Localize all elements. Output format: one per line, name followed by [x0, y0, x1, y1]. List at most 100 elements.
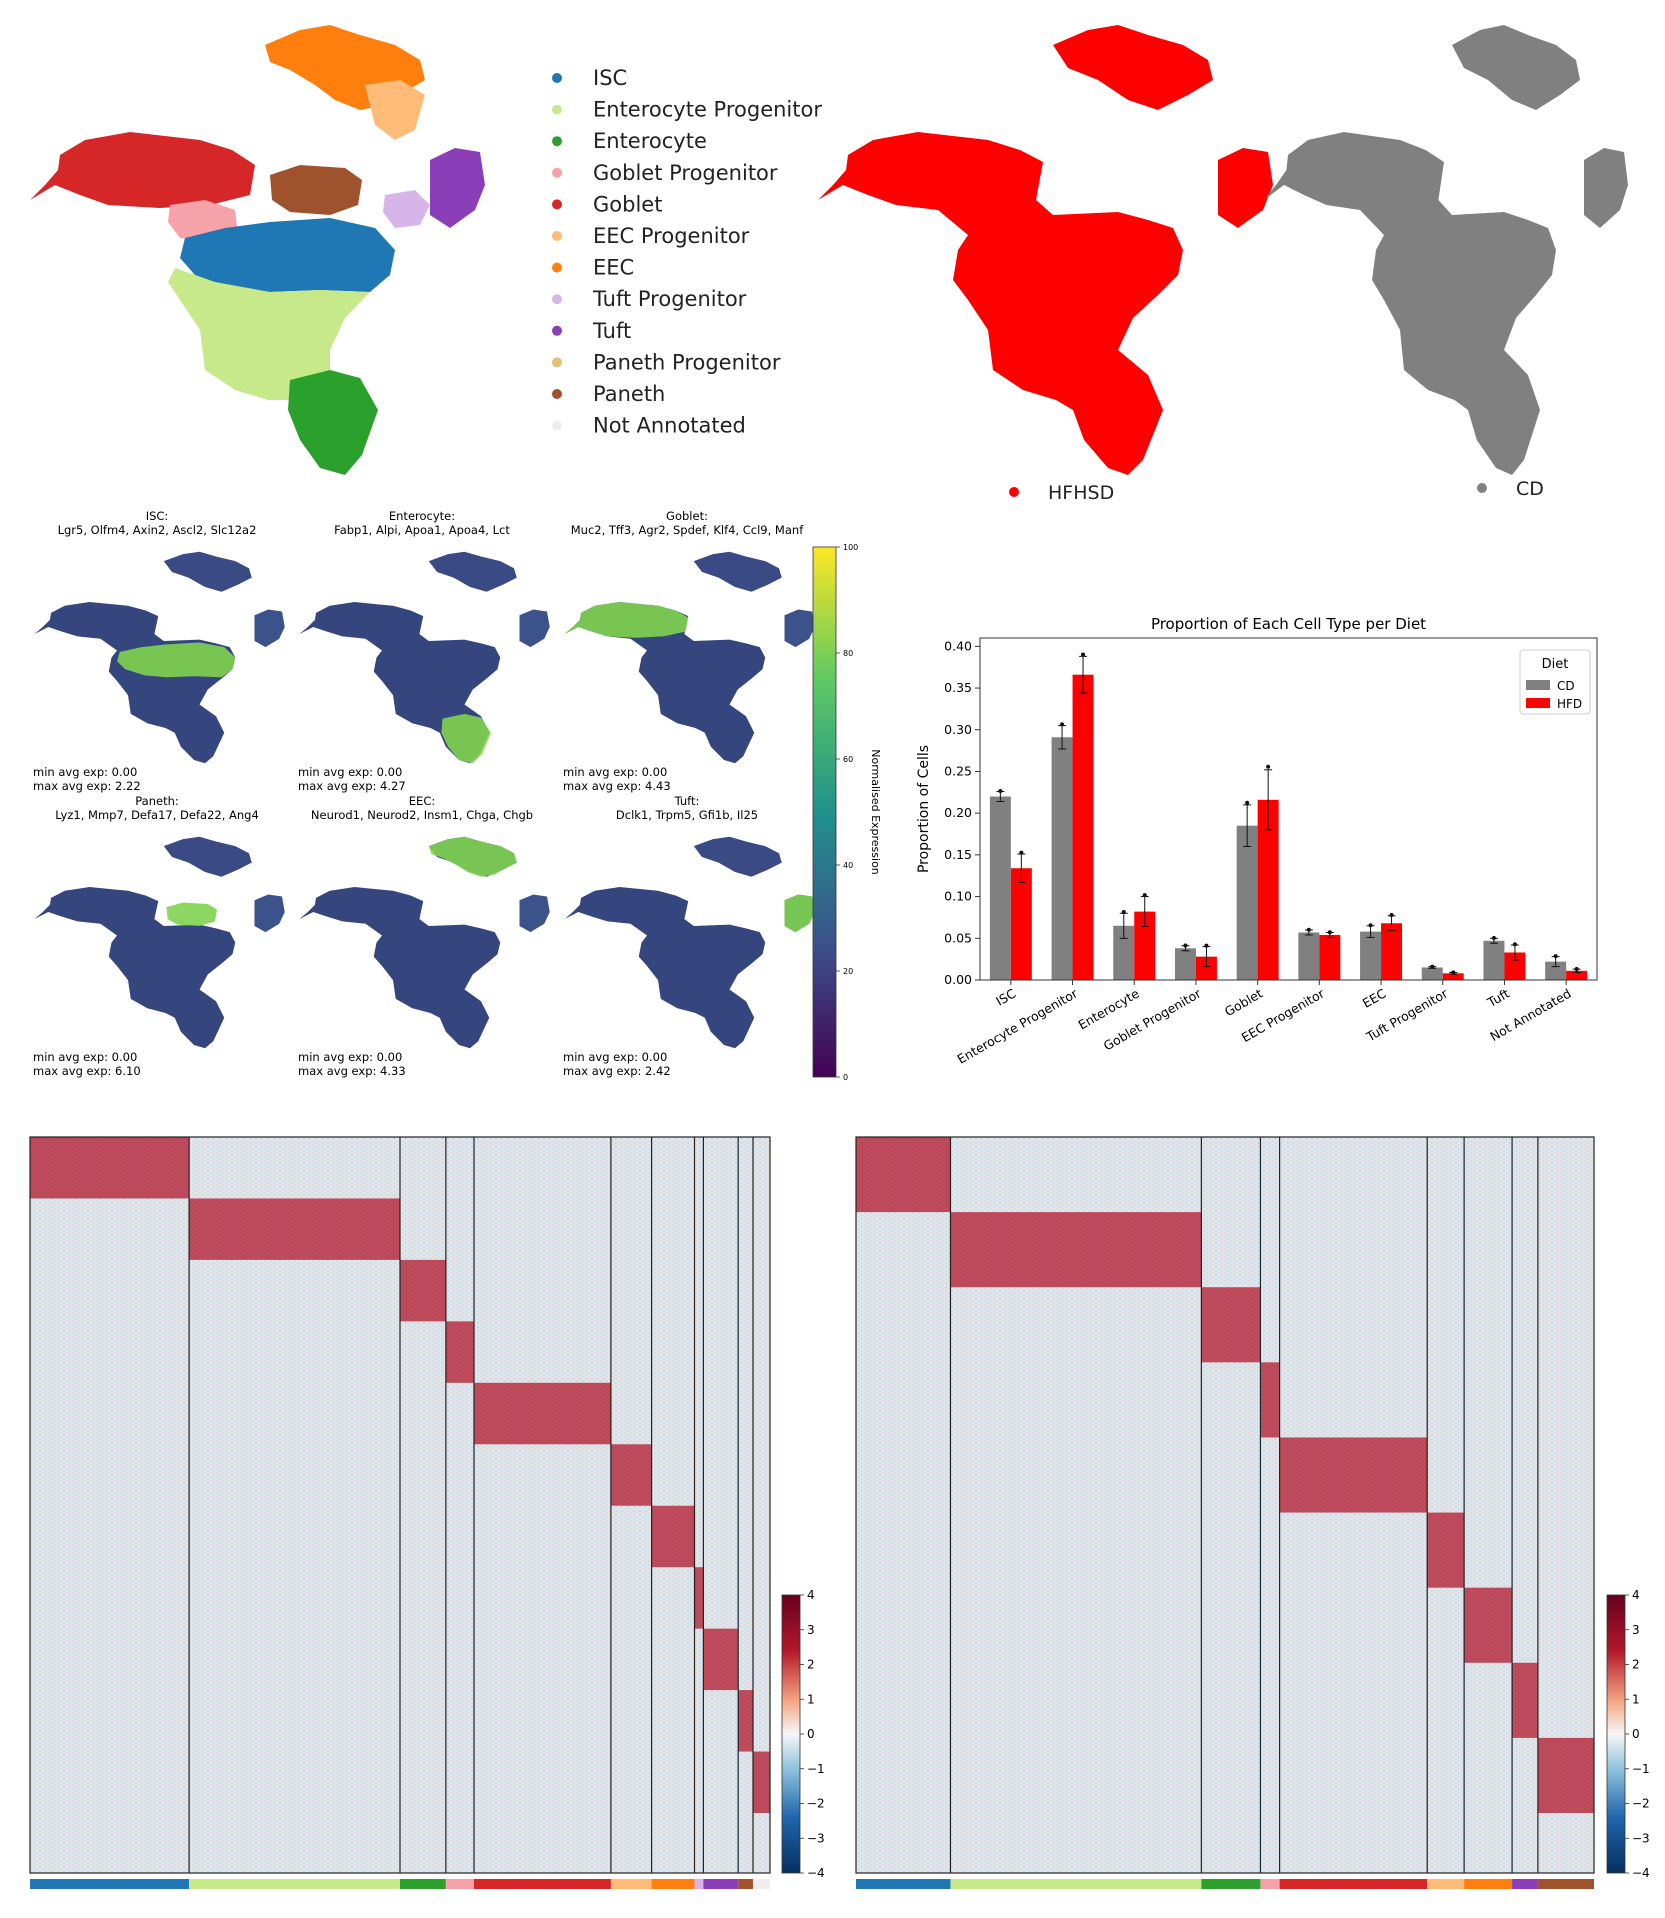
heatmap-cb-label-1-2: 2 — [1632, 1658, 1640, 1672]
legend-label-1: Enterocyte Progenitor — [593, 98, 822, 122]
heatmap-frame-0 — [29, 1136, 771, 1874]
datapoint-CD-9 — [1553, 954, 1558, 959]
legend-marker-4 — [552, 199, 562, 210]
marker-max-5: max avg exp: 2.42 — [563, 1064, 671, 1078]
marker-genes-3: Lyz1, Mmp7, Defa17, Defa22, Ang4 — [55, 808, 259, 822]
umap-isc-region — [180, 218, 395, 292]
legend-label-4: Goblet — [593, 192, 662, 216]
heatmap-group-bar-1-5 — [1427, 1879, 1465, 1889]
expression-tick-label-1: 20 — [843, 967, 853, 976]
heatmap-block-0-6 — [651, 1505, 695, 1568]
heatmap-block-0-2 — [400, 1259, 446, 1322]
bar-HFD-2 — [1134, 911, 1156, 980]
marker-genes-5: Dclk1, Trpm5, Gfi1b, Il25 — [616, 808, 758, 822]
heatmap-cb-label-0-0: 4 — [807, 1588, 815, 1602]
marker-umap-4 — [299, 836, 550, 1049]
marker-max-4: max avg exp: 4.33 — [298, 1064, 406, 1078]
marker-title-2: Goblet: — [666, 509, 708, 523]
marker-umap-base-4 — [299, 887, 501, 1049]
datapoint-HFD-6 — [1389, 913, 1394, 918]
marker-umap-hot-5 — [784, 894, 815, 933]
heatmap-colorbar-0 — [781, 1594, 801, 1874]
heatmap-cb-label-1-8: −4 — [1632, 1866, 1650, 1880]
heatmap-group-bar-0-6 — [651, 1879, 695, 1889]
marker-min-1: min avg exp: 0.00 — [298, 765, 402, 779]
marker-max-0: max avg exp: 2.22 — [33, 779, 141, 793]
marker-umap-hot-1 — [441, 713, 491, 764]
legend-marker-8 — [552, 325, 562, 336]
bar-xtick-label-8: Tuft — [1484, 986, 1512, 1011]
expression-colorbar-gradient — [812, 546, 837, 1078]
bar-HFD-8 — [1504, 952, 1526, 980]
marker-umap-hot-4 — [428, 836, 517, 877]
marker-umap-right-0 — [254, 609, 285, 648]
bar-legend-label-1: HFD — [1557, 697, 1582, 711]
heatmap-block-0-5 — [610, 1444, 652, 1506]
heatmap-group-bar-1-4 — [1279, 1879, 1428, 1889]
bar-xtick-label-0: ISC — [993, 985, 1018, 1008]
marker-umap-base-5 — [564, 887, 766, 1049]
datapoint-HFD-8 — [1512, 942, 1517, 947]
legend-marker-2 — [552, 136, 562, 147]
bar-CD-4 — [1236, 825, 1258, 980]
heatmap-cb-label-1-0: 4 — [1632, 1588, 1640, 1602]
bar-CD-5 — [1298, 932, 1320, 980]
legend-marker-9 — [552, 357, 562, 368]
umap-enterocyte-region — [288, 370, 378, 475]
bar-CD-6 — [1360, 931, 1382, 980]
legend-label-8: Tuft — [592, 319, 631, 343]
datapoint-HFD-0 — [1019, 850, 1024, 855]
heatmap-group-bar-0-2 — [400, 1879, 446, 1889]
expression-tick-label-5: 100 — [843, 543, 858, 552]
heatmap-cb-label-0-4: 0 — [807, 1727, 815, 1741]
heatmap-cb-label-0-3: 1 — [807, 1692, 815, 1706]
heatmap-block-1-7 — [1512, 1662, 1538, 1738]
legend-label-3: Goblet Progenitor — [593, 161, 778, 185]
diet-umap-shape-0 — [818, 132, 1183, 475]
bar-CD-7 — [1421, 967, 1443, 980]
marker-genes-2: Muc2, Tff3, Agr2, Spdef, Klf4, Ccl9, Man… — [571, 523, 804, 537]
legend-label-7: Tuft Progenitor — [592, 287, 747, 311]
bar-ytick-label-0: 0.00 — [944, 972, 972, 987]
marker-umap-0 — [34, 551, 285, 764]
diet-umap-1 — [1264, 25, 1628, 475]
diet-legend-label-0: HFHSD — [1048, 482, 1114, 504]
bar-chart-frame — [979, 637, 1598, 981]
marker-title-1: Enterocyte: — [389, 509, 455, 523]
umap-eec-progenitor-region — [365, 80, 425, 140]
heatmap-cb-label-0-8: −4 — [807, 1866, 825, 1880]
datapoint-HFD-9 — [1574, 966, 1579, 971]
datapoint-HFD-2 — [1142, 893, 1147, 898]
expression-colorbar-label: Normalised Expression — [869, 749, 882, 875]
diet-umap-cluster-top-1 — [1452, 25, 1580, 110]
marker-umap-right-3 — [254, 894, 285, 933]
bar-HFD-7 — [1442, 973, 1464, 980]
heatmap-group-bar-1-2 — [1201, 1879, 1261, 1889]
marker-title-3: Paneth: — [135, 794, 179, 808]
heatmap-block-1-8 — [1537, 1737, 1594, 1813]
marker-genes-4: Neurod1, Neurod2, Insm1, Chga, Chgb — [311, 808, 533, 822]
heatmap-frame-1 — [855, 1136, 1595, 1874]
expression-tick-label-0: 0 — [843, 1073, 848, 1082]
marker-umap-right-1 — [519, 609, 550, 648]
datapoint-CD-5 — [1306, 927, 1311, 932]
marker-genes-1: Fabp1, Alpi, Apoa1, Apoa4, Lct — [334, 523, 510, 537]
marker-genes-0: Lgr5, Olfm4, Axin2, Ascl2, Slc12a2 — [58, 523, 257, 537]
legend-label-11: Not Annotated — [593, 414, 746, 438]
heatmap-group-bar-0-9 — [738, 1879, 753, 1889]
marker-umap-3 — [34, 836, 285, 1049]
heatmap-block-1-2 — [1201, 1287, 1261, 1363]
marker-max-2: max avg exp: 4.43 — [563, 779, 671, 793]
diet-umap-cluster-right-1 — [1584, 148, 1628, 228]
bar-ytick-label-5: 0.25 — [944, 763, 972, 778]
bar-CD-9 — [1545, 961, 1567, 980]
marker-gene-panels: ISC:Lgr5, Olfm4, Axin2, Ascl2, Slc12a2 mi… — [33, 509, 815, 1078]
legend-marker-3 — [552, 167, 562, 178]
marker-min-4: min avg exp: 0.00 — [298, 1050, 402, 1064]
heatmap-group-bar-0-10 — [752, 1879, 770, 1889]
heatmap-group-bar-1-3 — [1260, 1879, 1280, 1889]
bar-xtick-label-4: Goblet — [1222, 986, 1265, 1020]
bar-ytick-label-2: 0.10 — [944, 889, 972, 904]
heatmap-group-bar-1-8 — [1537, 1879, 1594, 1889]
bar-CD-1 — [1051, 737, 1073, 980]
